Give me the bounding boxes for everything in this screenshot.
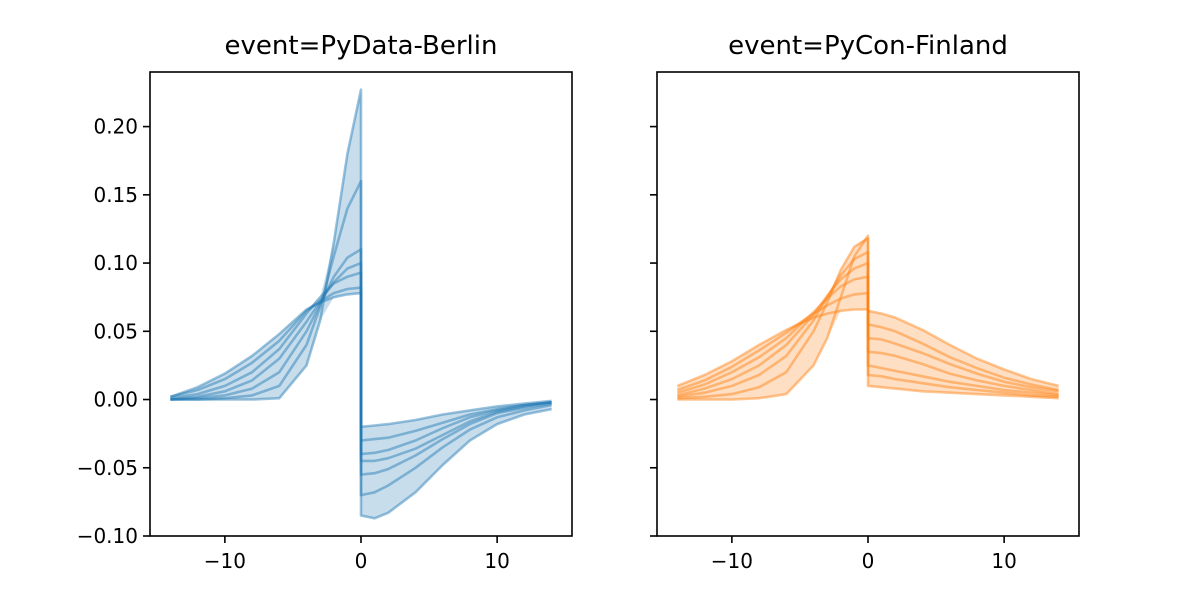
series-line <box>677 234 1059 401</box>
series-line <box>169 291 552 429</box>
series-line <box>677 261 1059 397</box>
envelope-band-left <box>170 89 361 400</box>
series-layer <box>676 234 1059 401</box>
x-tick-label: −10 <box>711 549 753 573</box>
y-axis-ticks <box>650 125 657 537</box>
band-layer <box>677 235 1059 400</box>
y-tick-label: 0.10 <box>93 251 138 275</box>
series-line <box>677 237 1059 400</box>
series-layer <box>169 88 552 520</box>
subplot-pydata-berlin: event=PyData-Berlin −10 0 10 −0.10 −0.05 0.0… <box>77 31 573 573</box>
y-tick-label: 0.15 <box>93 183 138 207</box>
series-line <box>677 250 1059 399</box>
envelope-band-right <box>868 310 1059 399</box>
envelope-band-right <box>361 400 552 519</box>
x-tick-label: 10 <box>484 549 509 573</box>
envelope-band-left <box>677 235 868 400</box>
series-line <box>170 88 552 520</box>
x-tick-label: 0 <box>862 549 875 573</box>
series-line <box>170 179 552 497</box>
series-line <box>170 261 552 463</box>
series-line <box>676 308 1059 388</box>
subplot-title: event=PyData-Berlin <box>225 31 498 61</box>
band-layer <box>170 89 552 519</box>
series-line <box>170 248 552 476</box>
series-line <box>170 271 552 456</box>
subplot-title: event=PyCon-Finland <box>728 31 1008 61</box>
y-tick-label: −0.05 <box>77 456 138 480</box>
series-line <box>677 275 1059 394</box>
x-tick-label: 0 <box>355 549 368 573</box>
subplot-pycon-finland: event=PyCon-Finland −10 0 10 <box>650 31 1080 573</box>
x-tick-label: 10 <box>991 549 1016 573</box>
series-line <box>676 291 1059 392</box>
series-line <box>170 286 552 442</box>
y-tick-label: 0.00 <box>93 388 138 412</box>
x-tick-label: −10 <box>204 549 246 573</box>
y-tick-label: −0.10 <box>77 524 138 548</box>
x-axis-ticks: −10 0 10 <box>204 536 510 573</box>
y-tick-label: 0.05 <box>93 319 138 343</box>
y-tick-label: 0.20 <box>93 115 138 139</box>
x-axis-ticks: −10 0 10 <box>711 536 1017 573</box>
y-axis-ticks: −0.10 −0.05 0.00 0.05 0.10 0.15 0.20 <box>77 115 150 548</box>
